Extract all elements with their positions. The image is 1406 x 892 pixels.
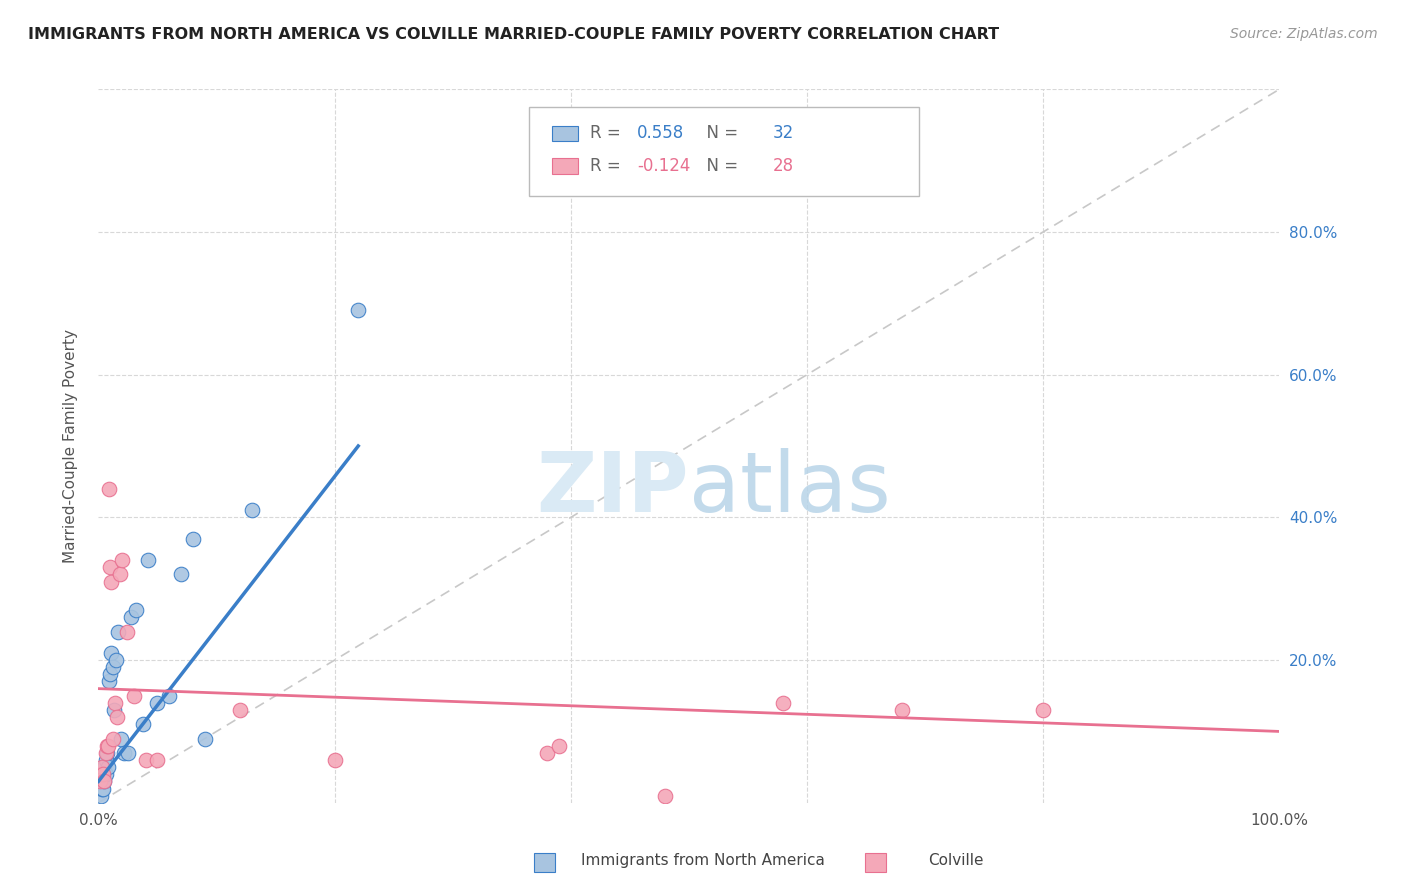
Text: 0.558: 0.558 — [637, 125, 685, 143]
Point — [136, 553, 159, 567]
Point — [654, 789, 676, 803]
Point — [103, 703, 125, 717]
Point — [91, 767, 114, 781]
Text: N =: N = — [696, 157, 744, 175]
Point — [108, 567, 131, 582]
Point — [170, 567, 193, 582]
Point — [91, 760, 114, 774]
Point — [347, 303, 370, 318]
Point — [89, 774, 111, 789]
Point — [125, 603, 148, 617]
Text: R =: R = — [589, 125, 626, 143]
Text: IMMIGRANTS FROM NORTH AMERICA VS COLVILLE MARRIED-COUPLE FAMILY POVERTY CORRELAT: IMMIGRANTS FROM NORTH AMERICA VS COLVILL… — [28, 27, 1000, 42]
Point — [93, 774, 115, 789]
Point — [1032, 703, 1054, 717]
Point — [240, 503, 263, 517]
Text: -0.124: -0.124 — [637, 157, 690, 175]
Point — [115, 624, 138, 639]
Point — [98, 560, 121, 574]
Point — [194, 731, 217, 746]
Point — [548, 739, 571, 753]
Point — [98, 674, 121, 689]
Point — [90, 767, 112, 781]
FancyBboxPatch shape — [553, 159, 578, 174]
Text: Immigrants from North America: Immigrants from North America — [581, 854, 825, 868]
Point — [107, 624, 129, 639]
Point — [536, 746, 558, 760]
Point — [157, 689, 180, 703]
Point — [110, 731, 132, 746]
Point — [96, 746, 118, 760]
Point — [229, 703, 252, 717]
Point — [122, 689, 145, 703]
Point — [94, 767, 117, 781]
Point — [181, 532, 204, 546]
Point — [105, 710, 128, 724]
Y-axis label: Married-Couple Family Poverty: Married-Couple Family Poverty — [63, 329, 77, 563]
Point — [94, 753, 117, 767]
Point — [97, 739, 120, 753]
Point — [104, 696, 127, 710]
Point — [105, 653, 128, 667]
Point — [132, 717, 155, 731]
Point — [94, 746, 117, 760]
Point — [90, 789, 112, 803]
Point — [121, 610, 143, 624]
Text: atlas: atlas — [689, 449, 890, 529]
Point — [93, 774, 115, 789]
Point — [91, 767, 114, 781]
Point — [100, 646, 122, 660]
Text: 32: 32 — [773, 125, 794, 143]
Point — [890, 703, 912, 717]
Point — [135, 753, 157, 767]
Point — [97, 760, 120, 774]
Point — [91, 781, 114, 796]
Point — [772, 696, 794, 710]
Point — [93, 760, 115, 774]
Point — [100, 574, 122, 589]
Text: N =: N = — [696, 125, 744, 143]
Point — [323, 753, 346, 767]
Point — [101, 660, 124, 674]
Point — [111, 553, 134, 567]
Point — [146, 753, 169, 767]
FancyBboxPatch shape — [553, 126, 578, 141]
Point — [96, 739, 118, 753]
Point — [117, 746, 139, 760]
Text: 28: 28 — [773, 157, 794, 175]
FancyBboxPatch shape — [530, 107, 920, 196]
Point — [112, 746, 135, 760]
Point — [98, 667, 121, 681]
Point — [101, 731, 124, 746]
Point — [98, 482, 121, 496]
Text: Source: ZipAtlas.com: Source: ZipAtlas.com — [1230, 27, 1378, 41]
Point — [91, 781, 114, 796]
Text: Colville: Colville — [928, 854, 984, 868]
Point — [146, 696, 169, 710]
Text: ZIP: ZIP — [537, 449, 689, 529]
Text: R =: R = — [589, 157, 626, 175]
Point — [91, 774, 114, 789]
